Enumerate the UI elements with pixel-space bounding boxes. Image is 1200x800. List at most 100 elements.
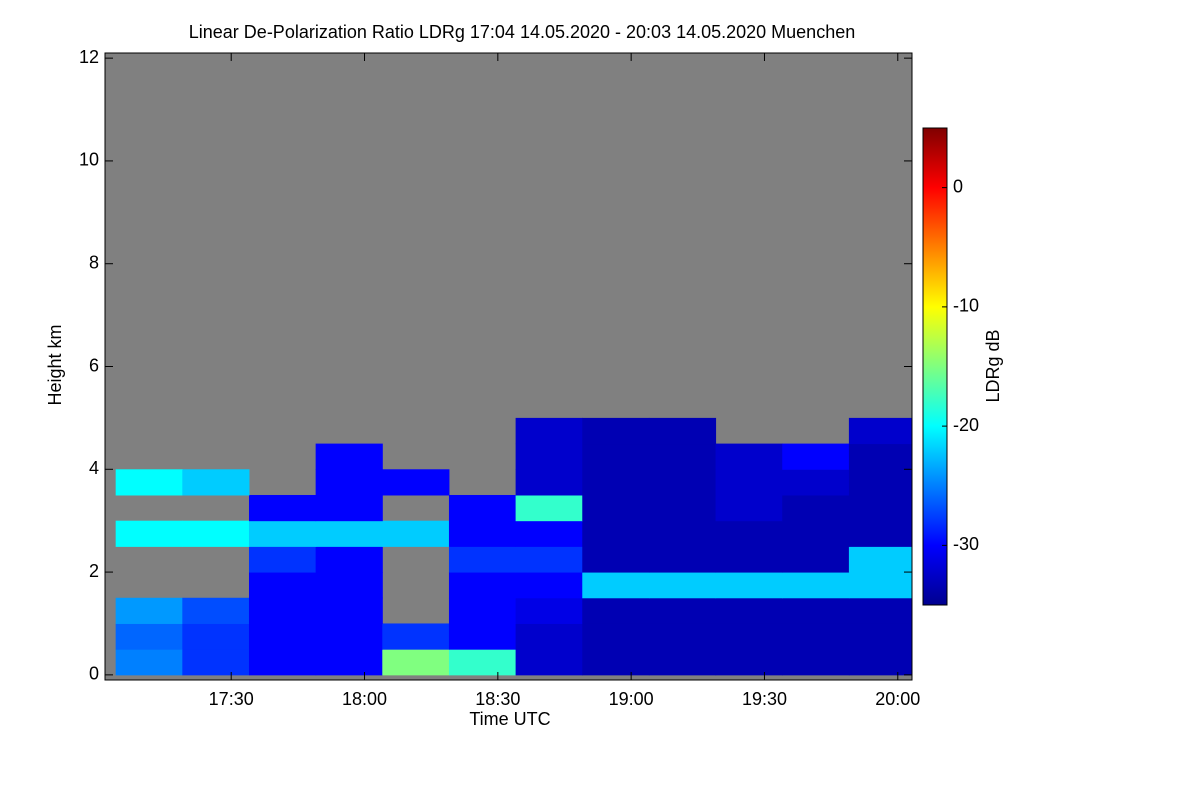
heat-cell (182, 623, 250, 650)
heat-cell (782, 469, 850, 496)
heat-cell (248, 649, 317, 676)
y-tick-label: 0 (89, 664, 99, 684)
heat-cell (515, 469, 583, 496)
heat-cell (248, 546, 317, 573)
heat-cell (848, 520, 912, 547)
heat-cell (715, 494, 783, 522)
heat-cell (115, 597, 183, 624)
y-tick-label: 4 (89, 458, 99, 478)
heat-cell (448, 649, 517, 676)
heat-cell (782, 572, 850, 599)
x-tick-label: 19:30 (742, 689, 787, 709)
heat-cell (448, 623, 517, 650)
heat-cell (848, 469, 912, 496)
heat-cell (715, 443, 783, 470)
y-tick-label: 2 (89, 561, 99, 581)
heat-cell (648, 597, 717, 624)
heat-cell (782, 494, 850, 522)
x-tick-label: 18:30 (475, 689, 520, 709)
heat-cell (648, 494, 717, 522)
heat-cell (648, 572, 717, 599)
heat-cell (382, 623, 450, 650)
colorbar-tick-label: -30 (953, 534, 979, 554)
heat-cell (315, 649, 383, 676)
heat-cell (248, 623, 317, 650)
heat-cell (648, 443, 717, 470)
heat-cell (715, 597, 783, 624)
y-tick-label: 8 (89, 252, 99, 272)
heat-cell (582, 520, 650, 547)
heat-cell (182, 469, 250, 496)
heat-cell (382, 520, 450, 547)
heat-cell (848, 417, 912, 445)
heat-cell (848, 649, 912, 676)
heat-cell (782, 520, 850, 547)
heat-cell (582, 623, 650, 650)
heat-cell (715, 546, 783, 573)
heat-cell (648, 649, 717, 676)
heat-cell (582, 469, 650, 496)
heat-cell (848, 443, 912, 470)
heat-cell (448, 520, 517, 547)
x-tick-label: 20:00 (875, 689, 920, 709)
heat-cell (448, 546, 517, 573)
heat-cell (315, 546, 383, 573)
heat-cell (515, 572, 583, 599)
heat-cell (582, 443, 650, 470)
y-tick-label: 10 (79, 150, 99, 170)
heat-cell (182, 649, 250, 676)
heat-cell (382, 469, 450, 496)
heat-cell (115, 520, 183, 547)
heat-cell (582, 417, 650, 445)
heat-cell (715, 520, 783, 547)
heat-cell (782, 623, 850, 650)
heat-cell (648, 469, 717, 496)
heat-cell (848, 623, 912, 650)
heat-cell (448, 597, 517, 624)
heat-cell (515, 597, 583, 624)
heat-cell (848, 546, 912, 573)
heat-cell (582, 572, 650, 599)
heat-cell (248, 597, 317, 624)
heat-cell (182, 520, 250, 547)
heat-cell (515, 417, 583, 445)
heat-cell (848, 597, 912, 624)
heat-cell (315, 469, 383, 496)
heat-cell (315, 520, 383, 547)
heat-cell (515, 520, 583, 547)
heat-cell (648, 623, 717, 650)
colorbar-tick-label: -20 (953, 415, 979, 435)
heat-cell (315, 572, 383, 599)
colorbar-tick-label: -10 (953, 296, 979, 316)
heat-cell (115, 649, 183, 676)
heat-cell (648, 520, 717, 547)
heat-cell (715, 623, 783, 650)
x-axis-label: Time UTC (469, 709, 550, 729)
heat-cell (848, 572, 912, 599)
heat-cell (582, 494, 650, 522)
heat-cell (848, 494, 912, 522)
heat-cell (248, 494, 317, 522)
heat-cell (648, 546, 717, 573)
heat-cell (248, 572, 317, 599)
heat-cell (715, 469, 783, 496)
heat-cell (515, 649, 583, 676)
chart-title: Linear De-Polarization Ratio LDRg 17:04 … (189, 22, 855, 42)
y-tick-label: 6 (89, 355, 99, 375)
heat-cell (782, 597, 850, 624)
heat-cell (582, 546, 650, 573)
x-tick-label: 17:30 (209, 689, 254, 709)
heat-cell (515, 494, 583, 522)
colorbar (922, 127, 948, 606)
colorbar-tick-label: 0 (953, 176, 963, 196)
y-axis-label: Height km (45, 324, 65, 405)
x-tick-label: 19:00 (609, 689, 654, 709)
heat-cell (515, 623, 583, 650)
heat-cell (648, 417, 717, 445)
heat-cell (782, 649, 850, 676)
heat-cell (315, 597, 383, 624)
heat-cell (315, 443, 383, 470)
x-tick-label: 18:00 (342, 689, 387, 709)
heat-cell (115, 469, 183, 496)
